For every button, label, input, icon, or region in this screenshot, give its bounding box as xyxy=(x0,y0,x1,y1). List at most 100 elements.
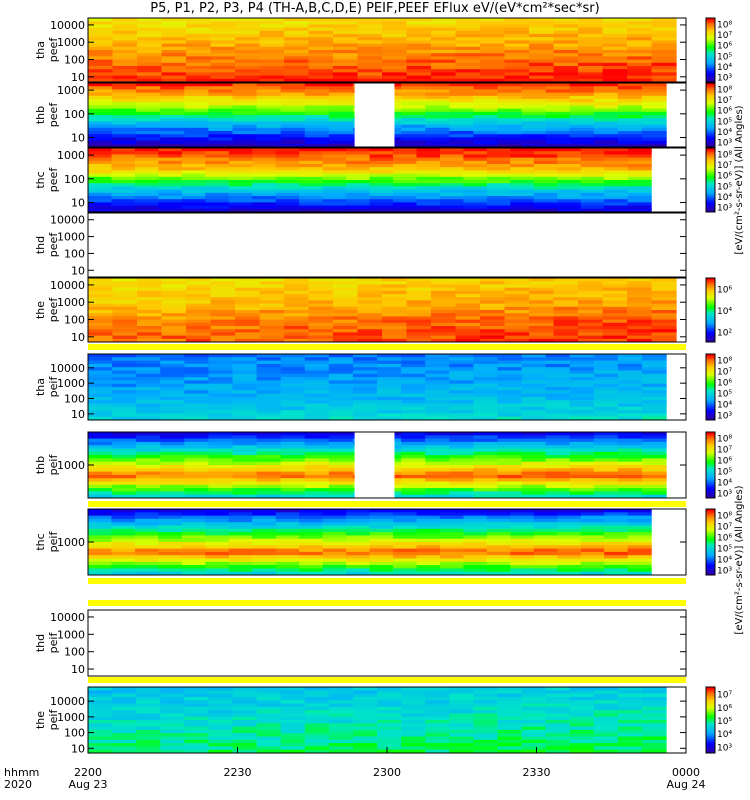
colorbar-swatch xyxy=(706,305,715,308)
spectrogram-cell xyxy=(473,494,499,498)
spectrogram-cell xyxy=(205,196,230,200)
spectrogram-cell xyxy=(160,140,185,145)
spectrogram-cell xyxy=(449,83,474,87)
spectrogram-cell xyxy=(641,494,667,498)
spectrogram-cell xyxy=(529,30,555,35)
spectrogram-cell xyxy=(88,56,114,61)
spectrogram-cell xyxy=(486,186,511,191)
spectrogram-cell xyxy=(497,451,523,456)
spectrogram-cell xyxy=(256,743,282,747)
spectrogram-cell xyxy=(111,571,136,575)
spectrogram-cell xyxy=(280,448,306,453)
spectrogram-cell xyxy=(604,183,629,187)
spectrogram-cell xyxy=(252,180,277,184)
spectrogram-cell xyxy=(322,208,347,212)
spectrogram-cell xyxy=(208,729,234,734)
colorbar-swatch xyxy=(706,488,715,491)
spectrogram-cell xyxy=(111,186,136,191)
spectrogram-cell xyxy=(304,696,330,701)
spectrogram-cell xyxy=(137,287,163,292)
spectrogram-cell xyxy=(304,458,330,463)
spectrogram-cell xyxy=(256,105,282,110)
spectrogram-cell xyxy=(393,202,418,207)
spectrogram-cell xyxy=(112,406,137,411)
colorbar-swatch xyxy=(706,40,715,43)
spectrogram-cell xyxy=(357,37,383,41)
spectrogram-cell xyxy=(529,21,555,25)
spectrogram-cell xyxy=(88,137,113,142)
spectrogram-cell xyxy=(232,102,258,106)
spectrogram-cell xyxy=(160,92,185,97)
spectrogram-cell xyxy=(284,310,310,314)
spectrogram-cell xyxy=(416,542,441,546)
spectrogram-cell xyxy=(369,522,394,527)
spectrogram-cell xyxy=(439,515,465,520)
spectrogram-cell xyxy=(569,739,595,744)
colorbar-swatch xyxy=(706,701,715,704)
spectrogram-cell xyxy=(232,749,258,753)
spectrogram-cell xyxy=(328,102,354,106)
spectrogram-cell xyxy=(497,713,523,718)
spectrogram-cell xyxy=(112,396,137,401)
spectrogram-cell xyxy=(111,525,136,530)
spectrogram-cell xyxy=(137,30,163,35)
spectrogram-cell xyxy=(256,86,282,90)
spectrogram-cell xyxy=(137,294,163,298)
spectrogram-cell xyxy=(641,137,667,142)
spectrogram-cell xyxy=(533,148,558,152)
spectrogram-cell xyxy=(112,335,138,340)
spectrogram-cell xyxy=(275,176,300,181)
spectrogram-cell xyxy=(256,471,282,476)
spectrogram-cell xyxy=(401,403,426,408)
spectrogram-cell xyxy=(308,329,334,333)
spectrogram-cell xyxy=(328,445,354,450)
spectrogram-cell xyxy=(557,565,582,569)
spectrogram-cell xyxy=(299,571,324,575)
spectrogram-cell xyxy=(545,89,571,94)
spectrogram-cell xyxy=(593,445,619,450)
spectrogram-cell xyxy=(617,383,643,388)
spectrogram-cell xyxy=(425,448,450,453)
spectrogram-cell xyxy=(545,124,571,129)
spectrogram-cell xyxy=(569,105,595,110)
spectrogram-cell xyxy=(578,338,604,342)
spectrogram-cell xyxy=(186,62,212,67)
spectrogram-cell xyxy=(304,710,330,714)
spectrogram-cell xyxy=(504,294,530,298)
spectrogram-cell xyxy=(136,441,161,446)
spectrogram-cell xyxy=(158,160,183,165)
spectrogram-cell xyxy=(184,474,210,479)
spectrogram-cell xyxy=(569,736,595,741)
spectrogram-cell xyxy=(112,455,137,459)
spectrogram-cell xyxy=(210,300,236,305)
spectrogram-cell xyxy=(308,40,334,45)
colorbar-frame xyxy=(705,431,716,499)
spectrogram-cell xyxy=(256,134,282,138)
spectrogram-cell xyxy=(382,284,408,289)
spectrogram-cell xyxy=(463,160,488,165)
spectrogram-cell xyxy=(208,739,234,744)
spectrogram-cell xyxy=(210,326,236,330)
spectrogram-cell xyxy=(112,92,137,97)
spectrogram-cell xyxy=(205,151,230,155)
spectrogram-cell xyxy=(186,37,212,41)
spectrogram-cell xyxy=(425,474,450,479)
spectrogram-cell xyxy=(604,208,629,212)
spectrogram-cell xyxy=(158,538,183,543)
spectrogram-cell xyxy=(602,18,628,22)
spectrogram-cell xyxy=(533,545,558,550)
spectrogram-cell xyxy=(602,335,628,340)
spectrogram-cell xyxy=(328,393,354,398)
spectrogram-cell xyxy=(252,565,277,569)
colorbar-swatch xyxy=(706,178,715,181)
spectrogram-cell xyxy=(455,78,481,82)
spectrogram-cell xyxy=(136,124,161,129)
spectrogram-cell xyxy=(401,461,426,466)
colorbar-swatch xyxy=(706,175,715,178)
spectrogram-cell xyxy=(208,465,234,469)
spectrogram-cell xyxy=(425,710,450,714)
spectrogram-cell xyxy=(497,461,523,466)
colorbar-swatch xyxy=(706,726,715,729)
spectrogram-cell xyxy=(463,509,488,513)
colorbar-swatch xyxy=(706,131,715,134)
